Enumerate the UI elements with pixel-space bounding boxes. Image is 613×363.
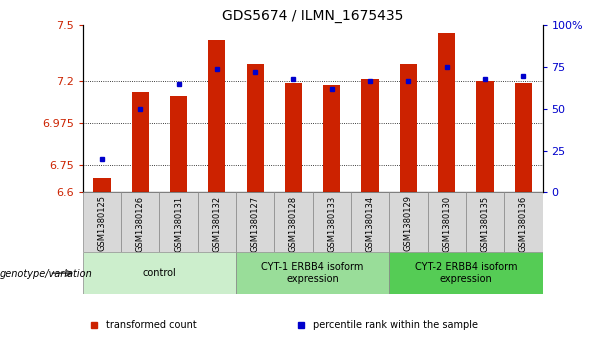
Bar: [208, 40, 226, 192]
Text: GSM1380132: GSM1380132: [212, 195, 221, 252]
Bar: [197, 192, 236, 252]
Text: transformed count: transformed count: [106, 319, 197, 330]
Bar: [170, 96, 187, 192]
Text: GSM1380128: GSM1380128: [289, 195, 298, 252]
Bar: [515, 83, 532, 192]
Bar: [504, 192, 543, 252]
Text: CYT-1 ERBB4 isoform
expression: CYT-1 ERBB4 isoform expression: [261, 262, 364, 284]
Bar: [275, 192, 313, 252]
Bar: [121, 192, 159, 252]
Bar: [285, 83, 302, 192]
Bar: [351, 192, 389, 252]
Bar: [476, 81, 493, 192]
Bar: [362, 79, 379, 192]
Text: GSM1380136: GSM1380136: [519, 195, 528, 252]
Text: GSM1380129: GSM1380129: [404, 195, 413, 252]
Bar: [389, 192, 428, 252]
Bar: [246, 64, 264, 192]
Bar: [132, 92, 149, 192]
Bar: [159, 192, 197, 252]
Bar: [236, 252, 389, 294]
Text: GSM1380131: GSM1380131: [174, 195, 183, 252]
Title: GDS5674 / ILMN_1675435: GDS5674 / ILMN_1675435: [222, 9, 403, 23]
Bar: [83, 252, 236, 294]
Text: GSM1380125: GSM1380125: [97, 195, 107, 252]
Bar: [236, 192, 275, 252]
Text: GSM1380135: GSM1380135: [481, 195, 490, 252]
Text: control: control: [142, 268, 177, 278]
Bar: [83, 192, 121, 252]
Text: CYT-2 ERBB4 isoform
expression: CYT-2 ERBB4 isoform expression: [414, 262, 517, 284]
Text: GSM1380130: GSM1380130: [442, 195, 451, 252]
Bar: [438, 33, 455, 192]
Text: GSM1380133: GSM1380133: [327, 195, 337, 252]
Text: GSM1380127: GSM1380127: [251, 195, 260, 252]
Text: genotype/variation: genotype/variation: [0, 269, 93, 279]
Text: GSM1380134: GSM1380134: [365, 195, 375, 252]
Bar: [428, 192, 466, 252]
Bar: [466, 192, 504, 252]
Text: percentile rank within the sample: percentile rank within the sample: [313, 319, 478, 330]
Bar: [400, 64, 417, 192]
Text: GSM1380126: GSM1380126: [135, 195, 145, 252]
Bar: [93, 178, 110, 192]
Bar: [313, 192, 351, 252]
Bar: [323, 85, 340, 192]
Bar: [389, 252, 543, 294]
